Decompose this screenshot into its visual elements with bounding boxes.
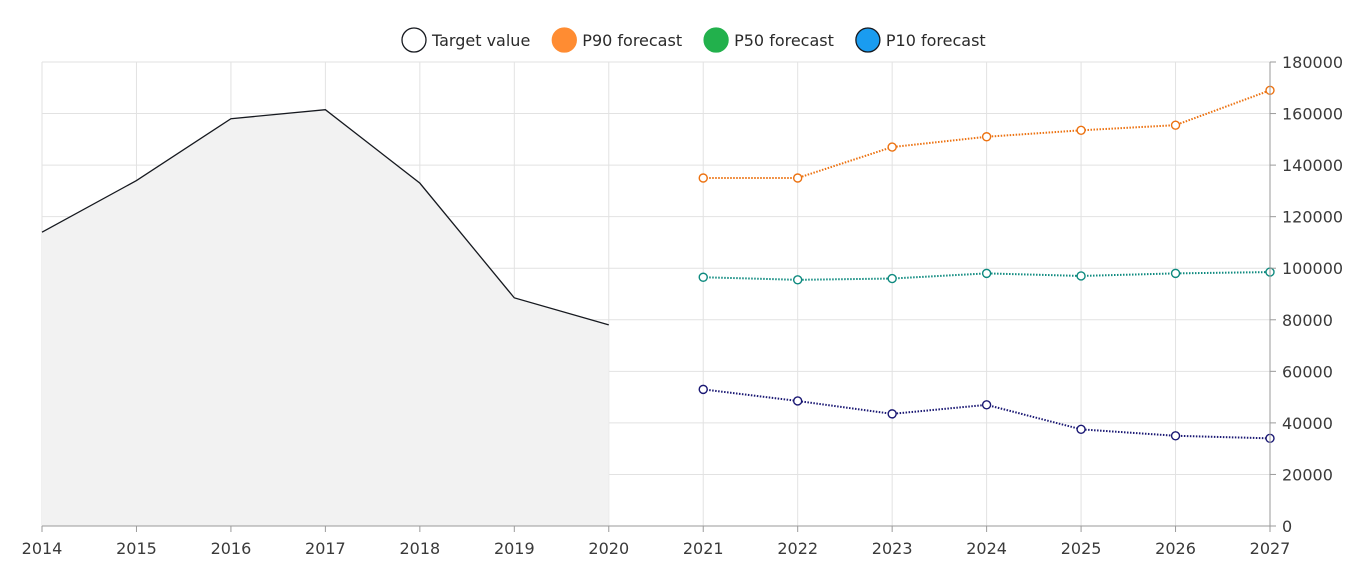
x-tick-label: 2014 bbox=[22, 539, 63, 558]
p10-forecast-point bbox=[698, 384, 708, 395]
y-tick-label: 0 bbox=[1282, 517, 1292, 536]
p10-forecast-point bbox=[1170, 431, 1181, 441]
y-tick-label: 100000 bbox=[1282, 259, 1343, 278]
plot-area bbox=[41, 85, 1275, 526]
p50-forecast-point bbox=[981, 268, 992, 279]
target-value-legend-label: Target value bbox=[431, 31, 530, 50]
x-tick-label: 2018 bbox=[399, 539, 440, 558]
x-tick-label: 2022 bbox=[777, 539, 818, 558]
p90-forecast-point bbox=[792, 173, 803, 183]
x-axis: 2014 2015 2016 2017 2018 2019 2020 2021 2022 2023… bbox=[22, 525, 1291, 558]
p50-forecast-point bbox=[1076, 271, 1086, 281]
p90-forecast-point bbox=[698, 173, 708, 183]
x-tick-label: 2017 bbox=[305, 539, 346, 558]
x-tick-label: 2023 bbox=[872, 539, 913, 558]
y-tick-label: 60000 bbox=[1282, 362, 1333, 381]
y-tick-label: 80000 bbox=[1282, 311, 1333, 330]
p90-forecast-point bbox=[981, 132, 992, 142]
p50-forecast-point bbox=[1170, 268, 1181, 279]
p50-forecast-legend-icon bbox=[703, 27, 729, 53]
p90-forecast-legend-icon bbox=[551, 27, 577, 53]
p90-forecast-point bbox=[1170, 120, 1181, 130]
p90-forecast-legend-label: P90 forecast bbox=[582, 31, 682, 50]
x-tick-label: 2025 bbox=[1061, 539, 1102, 558]
target-value-area bbox=[42, 109, 609, 526]
target-value-line bbox=[41, 109, 609, 326]
y-tick-label: 40000 bbox=[1282, 414, 1333, 433]
p10-forecast-legend-label: P10 forecast bbox=[886, 31, 986, 50]
y-tick-label: 140000 bbox=[1282, 156, 1343, 175]
p10-forecast-point bbox=[1076, 424, 1086, 435]
y-tick-label: 160000 bbox=[1282, 105, 1343, 124]
p50-forecast-point bbox=[887, 273, 897, 284]
target-value-legend-icon bbox=[401, 27, 427, 53]
x-tick-label: 2026 bbox=[1155, 539, 1196, 558]
legend: Target value P90 forecast P50 forecast P10 … bbox=[401, 27, 986, 53]
x-tick-label: 2021 bbox=[683, 539, 724, 558]
p10-forecast-point bbox=[887, 409, 897, 419]
p50-forecast-point bbox=[792, 275, 803, 285]
x-tick-label: 2015 bbox=[116, 539, 157, 558]
p90-forecast-point bbox=[887, 142, 897, 152]
x-tick-label: 2016 bbox=[211, 539, 252, 558]
y-tick-label: 180000 bbox=[1282, 53, 1343, 72]
x-tick-label: 2027 bbox=[1250, 539, 1291, 558]
y-axis: 0 20000 40000 60000 80000 100000 120000 140000 1… bbox=[1269, 53, 1343, 536]
y-tick-label: 120000 bbox=[1282, 208, 1343, 227]
p10-forecast-point bbox=[981, 400, 992, 410]
x-tick-label: 2024 bbox=[966, 539, 1007, 558]
p90-forecast-point bbox=[1076, 125, 1086, 136]
y-tick-label: 20000 bbox=[1282, 465, 1333, 484]
x-tick-label: 2019 bbox=[494, 539, 535, 558]
x-tick-label: 2020 bbox=[588, 539, 629, 558]
p10-forecast-point bbox=[792, 396, 803, 406]
p10-forecast-legend-icon bbox=[855, 27, 881, 53]
p50-forecast-legend-label: P50 forecast bbox=[734, 31, 834, 50]
p50-forecast-point bbox=[698, 272, 708, 282]
